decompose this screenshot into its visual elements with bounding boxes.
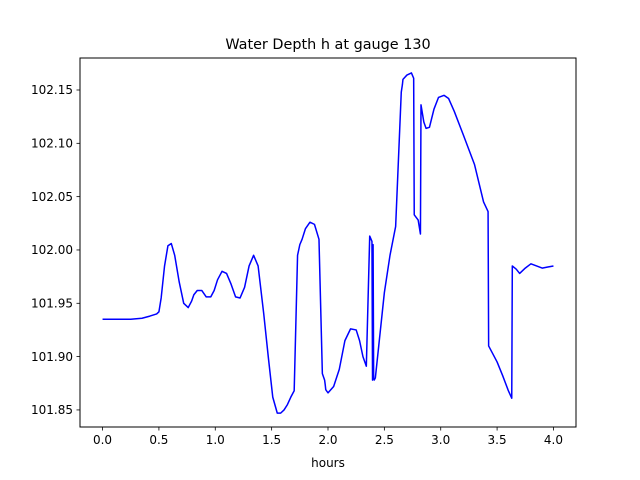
y-axis: 101.85 101.90 101.95 102.00 102.05 102.10 102.… [31,83,80,417]
x-tick-label: 2.5 [375,433,394,447]
y-tick-label: 102.00 [31,243,73,257]
x-tick-label: 0.5 [149,433,168,447]
x-tick-label: 3.0 [431,433,450,447]
x-tick-label: 4.0 [544,433,563,447]
y-tick-label: 101.95 [31,296,73,310]
y-tick-label: 102.05 [31,190,73,204]
chart-title: Water Depth h at gauge 130 [225,37,430,53]
x-axis: 0.0 0.5 1.0 1.5 2.0 2.5 3.0 3.5 4.0 [93,427,563,447]
x-axis-label: hours [311,456,345,470]
series-line-0 [102,72,554,414]
series-layer [102,72,554,414]
x-tick-label: 1.0 [206,433,225,447]
y-tick-label: 102.15 [31,83,73,97]
x-tick-label: 3.5 [488,433,507,447]
x-tick-label: 0.0 [93,433,112,447]
x-tick-label: 2.0 [318,433,337,447]
y-tick-label: 102.10 [31,137,73,151]
y-tick-label: 101.90 [31,350,73,364]
x-tick-label: 1.5 [262,433,281,447]
y-tick-label: 101.85 [31,403,73,417]
